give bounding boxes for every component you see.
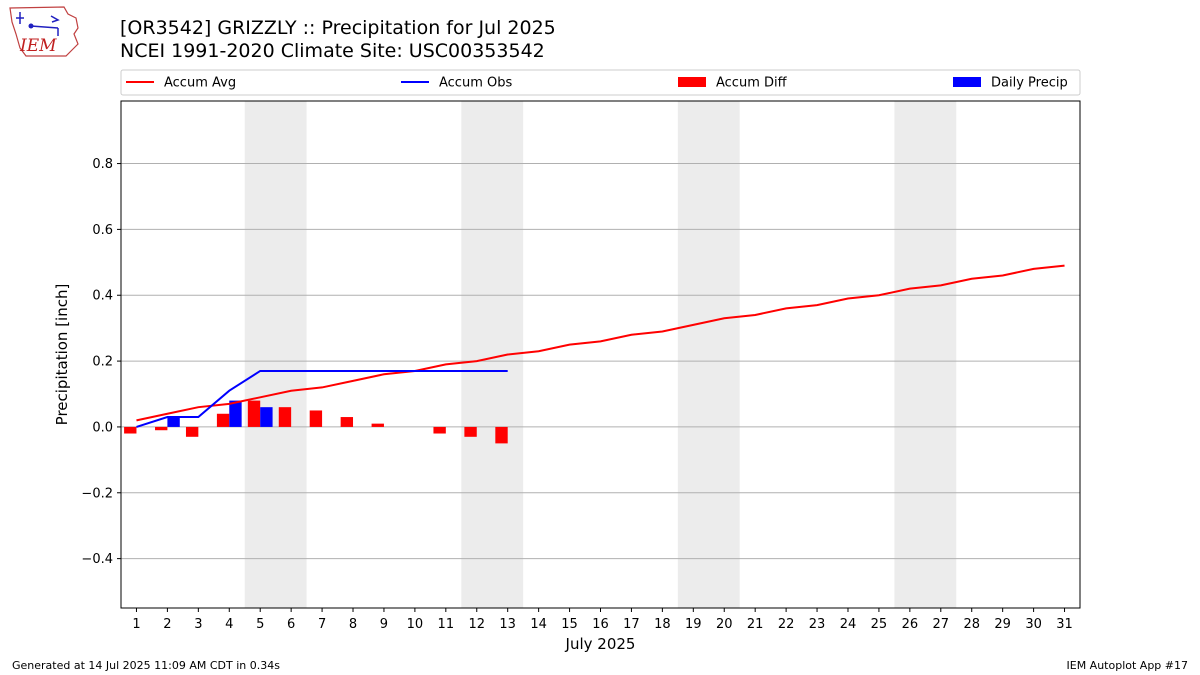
accum-diff-bar bbox=[155, 426, 168, 431]
legend-label-accum-avg: Accum Avg bbox=[164, 76, 236, 91]
x-tick-label: 7 bbox=[318, 617, 326, 632]
y-tick-label: 0.4 bbox=[92, 289, 113, 304]
x-tick-label: 26 bbox=[902, 617, 919, 632]
legend: Accum Avg Accum Obs Accum Diff Daily Precip bbox=[120, 69, 1081, 96]
accum-diff-bar bbox=[185, 426, 199, 437]
y-tick-label: 0.6 bbox=[92, 223, 113, 238]
x-tick-label: 22 bbox=[778, 617, 795, 632]
accum-diff-bar bbox=[340, 417, 354, 427]
accum-obs-line bbox=[136, 369, 508, 428]
y-tick-label: −0.4 bbox=[81, 552, 113, 567]
accum-avg-line bbox=[136, 264, 1065, 422]
y-tick-label: 0.0 bbox=[92, 420, 113, 435]
x-tick-label: 30 bbox=[1025, 617, 1042, 632]
x-tick-label: 1 bbox=[132, 617, 140, 632]
daily-precip-bar bbox=[260, 407, 273, 427]
x-tick-label: 21 bbox=[747, 617, 764, 632]
accum-diff-bar bbox=[309, 410, 323, 427]
y-tick-label: 0.8 bbox=[92, 157, 113, 172]
accum-diff-bar bbox=[495, 426, 508, 444]
legend-swatch-daily-precip bbox=[953, 77, 981, 87]
x-tick-label: 17 bbox=[623, 617, 640, 632]
x-tick-label: 13 bbox=[499, 617, 516, 632]
x-tick-label: 9 bbox=[380, 617, 388, 632]
legend-label-accum-obs: Accum Obs bbox=[439, 76, 512, 91]
x-tick-label: 12 bbox=[468, 617, 485, 632]
accum-diff-bar bbox=[216, 413, 230, 427]
x-tick-label: 31 bbox=[1056, 617, 1073, 632]
accum-diff-bar bbox=[371, 423, 384, 427]
accum-diff-bar bbox=[464, 426, 477, 437]
x-tick-label: 28 bbox=[963, 617, 980, 632]
x-tick-label: 5 bbox=[256, 617, 264, 632]
x-tick-label: 6 bbox=[287, 617, 295, 632]
x-tick-label: 27 bbox=[933, 617, 950, 632]
accum-diff-bar bbox=[247, 400, 261, 427]
x-tick-label: 11 bbox=[438, 617, 455, 632]
chart-title: [OR3542] GRIZZLY :: Precipitation for Ju… bbox=[120, 17, 556, 39]
accum-diff-bar bbox=[124, 426, 137, 434]
x-tick-label: 24 bbox=[840, 617, 857, 632]
x-tick-label: 14 bbox=[530, 617, 547, 632]
legend-box bbox=[120, 69, 1081, 96]
x-tick-label: 10 bbox=[407, 617, 424, 632]
x-tick-label: 16 bbox=[592, 617, 609, 632]
daily-precip-bar bbox=[229, 400, 242, 427]
weekend-band bbox=[894, 101, 957, 608]
y-axis-label: Precipitation [inch] bbox=[53, 284, 71, 426]
legend-label-daily-precip: Daily Precip bbox=[991, 76, 1068, 91]
weekend-band bbox=[244, 101, 307, 608]
x-tick-label: 19 bbox=[685, 617, 702, 632]
x-tick-label: 3 bbox=[194, 617, 202, 632]
x-tick-label: 23 bbox=[809, 617, 826, 632]
daily-precip-bar bbox=[167, 417, 180, 427]
chart-subtitle: NCEI 1991-2020 Climate Site: USC00353542 bbox=[120, 40, 545, 62]
x-tick-label: 8 bbox=[349, 617, 357, 632]
footer-app: IEM Autoplot App #17 bbox=[1066, 659, 1189, 672]
x-tick-label: 15 bbox=[561, 617, 578, 632]
y-tick-label: −0.2 bbox=[81, 486, 113, 501]
x-tick-label: 2 bbox=[163, 617, 171, 632]
logo-text: IEM bbox=[19, 36, 57, 56]
y-tick-label: 0.2 bbox=[92, 355, 113, 370]
iem-logo: IEM bbox=[6, 4, 82, 60]
weekend-band bbox=[677, 101, 740, 608]
x-tick-label: 4 bbox=[225, 617, 233, 632]
accum-diff-bar bbox=[433, 426, 446, 434]
x-tick-label: 20 bbox=[716, 617, 733, 632]
x-tick-label: 25 bbox=[871, 617, 888, 632]
accum-diff-bar bbox=[278, 407, 292, 427]
x-tick-label: 29 bbox=[994, 617, 1011, 632]
x-axis-label: July 2025 bbox=[565, 635, 636, 653]
footer-generated: Generated at 14 Jul 2025 11:09 AM CDT in… bbox=[12, 659, 280, 672]
x-tick-label: 18 bbox=[654, 617, 671, 632]
legend-swatch-accum-diff bbox=[678, 77, 706, 87]
legend-label-accum-diff: Accum Diff bbox=[716, 76, 788, 91]
